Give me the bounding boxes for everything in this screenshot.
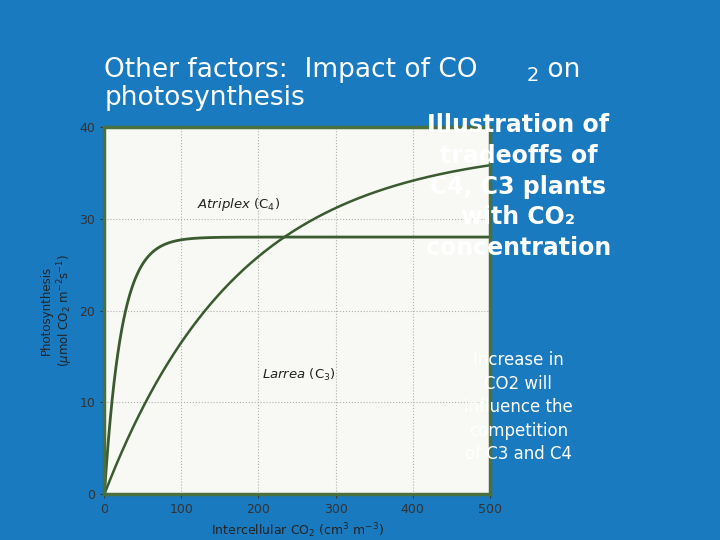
Text: $\mathit{Atriplex}$ (C$_4$): $\mathit{Atriplex}$ (C$_4$) [197,197,280,213]
Text: photosynthesis: photosynthesis [104,85,305,111]
Text: Illustration of
tradeoffs of
C4, C3 plants
with CO₂
concentration: Illustration of tradeoffs of C4, C3 plan… [426,113,611,260]
Text: on: on [539,57,580,83]
Text: 2: 2 [527,66,539,85]
Text: Other factors:  Impact of CO: Other factors: Impact of CO [104,57,478,83]
Y-axis label: Photosynthesis
($\mu$mol CO$_2$ m$^{-2}$s$^{-1}$): Photosynthesis ($\mu$mol CO$_2$ m$^{-2}$… [40,254,76,367]
X-axis label: Intercellular CO$_2$ (cm$^3$ m$^{-3}$): Intercellular CO$_2$ (cm$^3$ m$^{-3}$) [210,522,384,540]
Text: $\mathit{Larrea}$ (C$_3$): $\mathit{Larrea}$ (C$_3$) [262,367,336,383]
Text: Increase in
CO2 will
influence the
competition
of C3 and C4: Increase in CO2 will influence the compe… [464,351,573,463]
